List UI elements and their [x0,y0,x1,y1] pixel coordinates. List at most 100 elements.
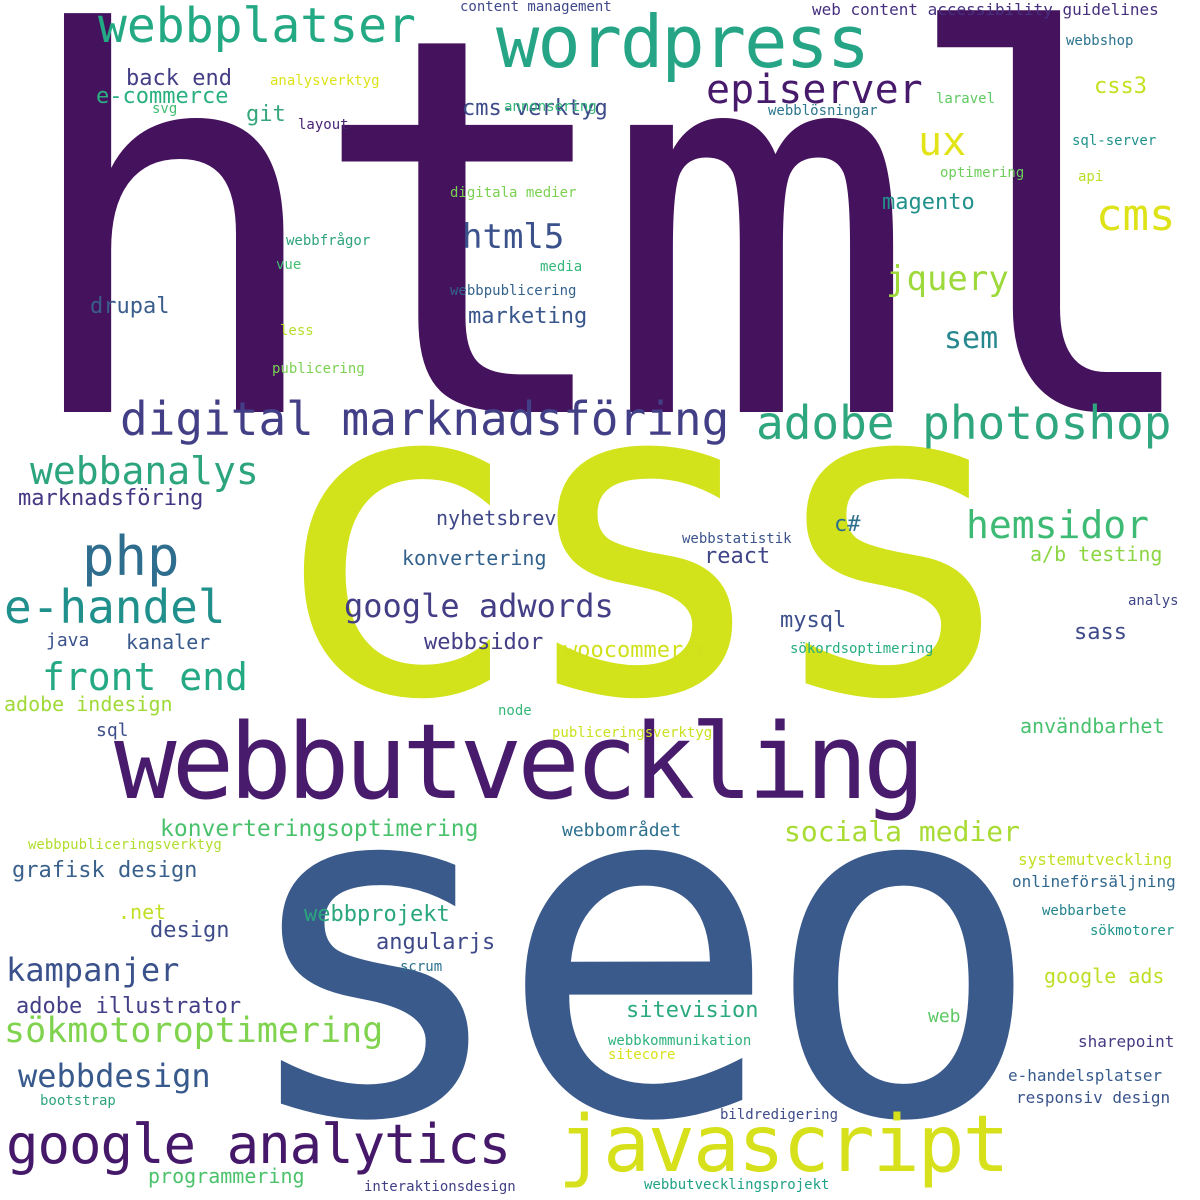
word-sitecore: sitecore [608,1047,676,1063]
word-analysverktyg: analysverktyg [270,73,380,89]
word-sokordsoptimering: sökordsoptimering [790,641,934,657]
word-webbpublicering: webbpublicering [450,283,577,299]
word-api: api [1078,169,1104,185]
word-webbshop: webbshop [1066,33,1134,49]
word-e-handel: e-handel [4,580,226,634]
word-drupal: drupal [90,294,170,319]
word-optimering: optimering [940,165,1025,181]
word-bootstrap: bootstrap [40,1093,116,1109]
word-marknadsforing: marknadsföring [18,486,204,511]
word-webbkommunikation: webbkommunikation [608,1033,752,1049]
word-google-ads: google ads [1044,964,1165,988]
word-digital-marknadsforing: digital marknadsföring [120,392,730,446]
word-cms-verktyg: cms-verktyg [462,96,608,121]
word-back-end: back end [126,66,232,91]
word-webbstatistik: webbstatistik [682,531,792,547]
word-konvertering: konvertering [402,546,547,570]
word-front-end: front end [42,655,248,699]
word-sokmotoroptimering: sökmotoroptimering [4,1011,384,1051]
word-programmering: programmering [148,1164,305,1188]
word-scrum: scrum [400,959,443,975]
word-layout: layout [298,117,349,133]
word-webbfragor: webbfrågor [286,233,371,249]
word-svg: svg [152,101,178,117]
word-google-adwords: google adwords [344,587,614,625]
word-woocommerce: woocommerce [564,638,710,663]
word-git: git [246,102,286,127]
word-webbplatser: webbplatser [98,0,416,54]
word-sass: sass [1074,620,1127,645]
word-webbutveckling: webbutveckling [114,701,926,823]
word-nyhetsbrev: nyhetsbrev [436,506,557,530]
word-e-commerce: e-commerce [96,84,229,109]
word-node: node [498,703,532,719]
word-kampanjer: kampanjer [6,951,180,989]
word-digitala-medier: digitala medier [450,185,577,201]
word-cms: cms [1096,190,1176,241]
word-webbanalys: webbanalys [30,449,259,493]
word-episerver: episerver [706,67,923,113]
word-laravel: laravel [936,91,996,107]
word-marketing: marketing [468,304,588,329]
word-sql: sql [96,720,129,741]
word-adobe-illustrator: adobe illustrator [16,994,242,1019]
word-web: web [928,1006,961,1027]
word-systemutveckling: systemutveckling [1018,850,1173,869]
word-less: less [280,323,314,339]
word-a-b-testing: a/b testing [1030,542,1163,566]
word-interaktionsdesign: interaktionsdesign [364,1179,516,1195]
word-anvandbarhet: användbarhet [1020,714,1165,738]
word-webblosningar: webblösningar [768,103,878,119]
word-webbsidor: webbsidor [424,630,544,655]
word-adobe-indesign: adobe indesign [4,692,173,716]
word-responsiv-design: responsiv design [1016,1088,1171,1107]
word-php: php [82,525,180,588]
word-webbprojekt: webbprojekt [304,902,450,927]
word-html: html [14,0,1200,536]
word-magento: magento [882,190,975,215]
word-publiceringsverktyg: publiceringsverktyg [552,725,713,741]
word-media: media [540,259,583,275]
word-wordpress: wordpress [496,0,870,84]
word-ux: ux [918,119,967,165]
word-mysql: mysql [780,608,847,633]
word-konverteringsoptimering: konverteringsoptimering [160,816,479,842]
word-css3: css3 [1094,74,1147,99]
word-sociala-medier: sociala medier [784,815,1021,848]
word-adobe-photoshop: adobe photoshop [756,396,1172,450]
word-analys: analys [1128,593,1179,609]
word-webbpubliceringsverktyg: webbpubliceringsverktyg [28,837,222,853]
word-webbdesign: webbdesign [18,1057,211,1095]
word-webbarbete: webbarbete [1042,903,1127,919]
word-seo: seo [232,677,1045,1200]
word-sem: sem [944,321,999,356]
word-bildredigering: bildredigering [720,1107,839,1123]
word-javascript: javascript [558,1100,1010,1190]
word-sharepoint: sharepoint [1078,1032,1175,1051]
word-publicering: publicering [272,361,365,377]
word-design: design [150,918,230,943]
word-webbomradet: webbområdet [562,820,682,841]
word-jquery: jquery [886,259,1009,299]
word-hemsidor: hemsidor [966,503,1150,547]
word-grafisk-design: grafisk design [12,858,198,883]
word-angularjs: angularjs [376,930,496,955]
word-wcag: web content accessibility guidelines [812,0,1159,19]
word-kanaler: kanaler [126,630,211,654]
word-vue: vue [276,257,302,273]
word-annonsering: annonsering [504,99,597,115]
word-react: react [704,544,771,569]
word-dotnet: .net [118,900,167,924]
word-html5: html5 [462,217,565,257]
word-sitevision: sitevision [626,998,759,1023]
word-content-management: content management [460,0,612,15]
word-webbutvecklingsprojekt: webbutvecklingsprojekt [644,1177,830,1193]
word-google-analytics: google analytics [6,1113,511,1176]
word-java: java [46,630,90,651]
word-onlineforsaljning: onlineförsäljning [1012,872,1176,891]
word-css: css [262,284,1025,796]
word-c-sharp: c# [834,512,861,537]
word-e-handelsplatser: e-handelsplatser [1008,1066,1163,1085]
word-sokmotorer: sökmotorer [1090,923,1175,939]
